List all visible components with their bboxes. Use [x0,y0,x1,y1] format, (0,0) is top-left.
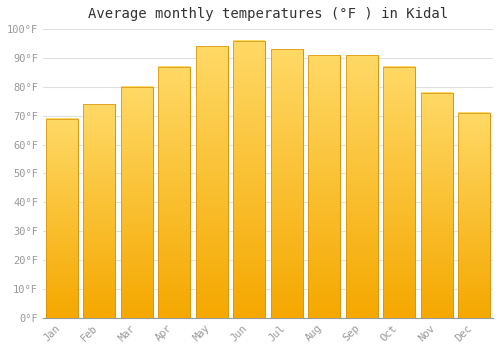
Bar [158,66,190,318]
Bar [308,55,340,318]
Bar [46,119,78,318]
Bar [84,104,115,318]
Bar [121,87,152,318]
Bar [196,47,228,318]
Bar [384,66,415,318]
Bar [121,87,152,318]
Bar [421,93,452,318]
Bar [458,113,490,318]
Bar [196,47,228,318]
Bar [421,93,452,318]
Bar [384,66,415,318]
Bar [346,55,378,318]
Bar [234,41,265,318]
Bar [234,41,265,318]
Bar [84,104,115,318]
Bar [158,66,190,318]
Bar [308,55,340,318]
Bar [46,119,78,318]
Bar [346,55,378,318]
Bar [458,113,490,318]
Title: Average monthly temperatures (°F ) in Kidal: Average monthly temperatures (°F ) in Ki… [88,7,448,21]
Bar [271,49,302,318]
Bar [271,49,302,318]
